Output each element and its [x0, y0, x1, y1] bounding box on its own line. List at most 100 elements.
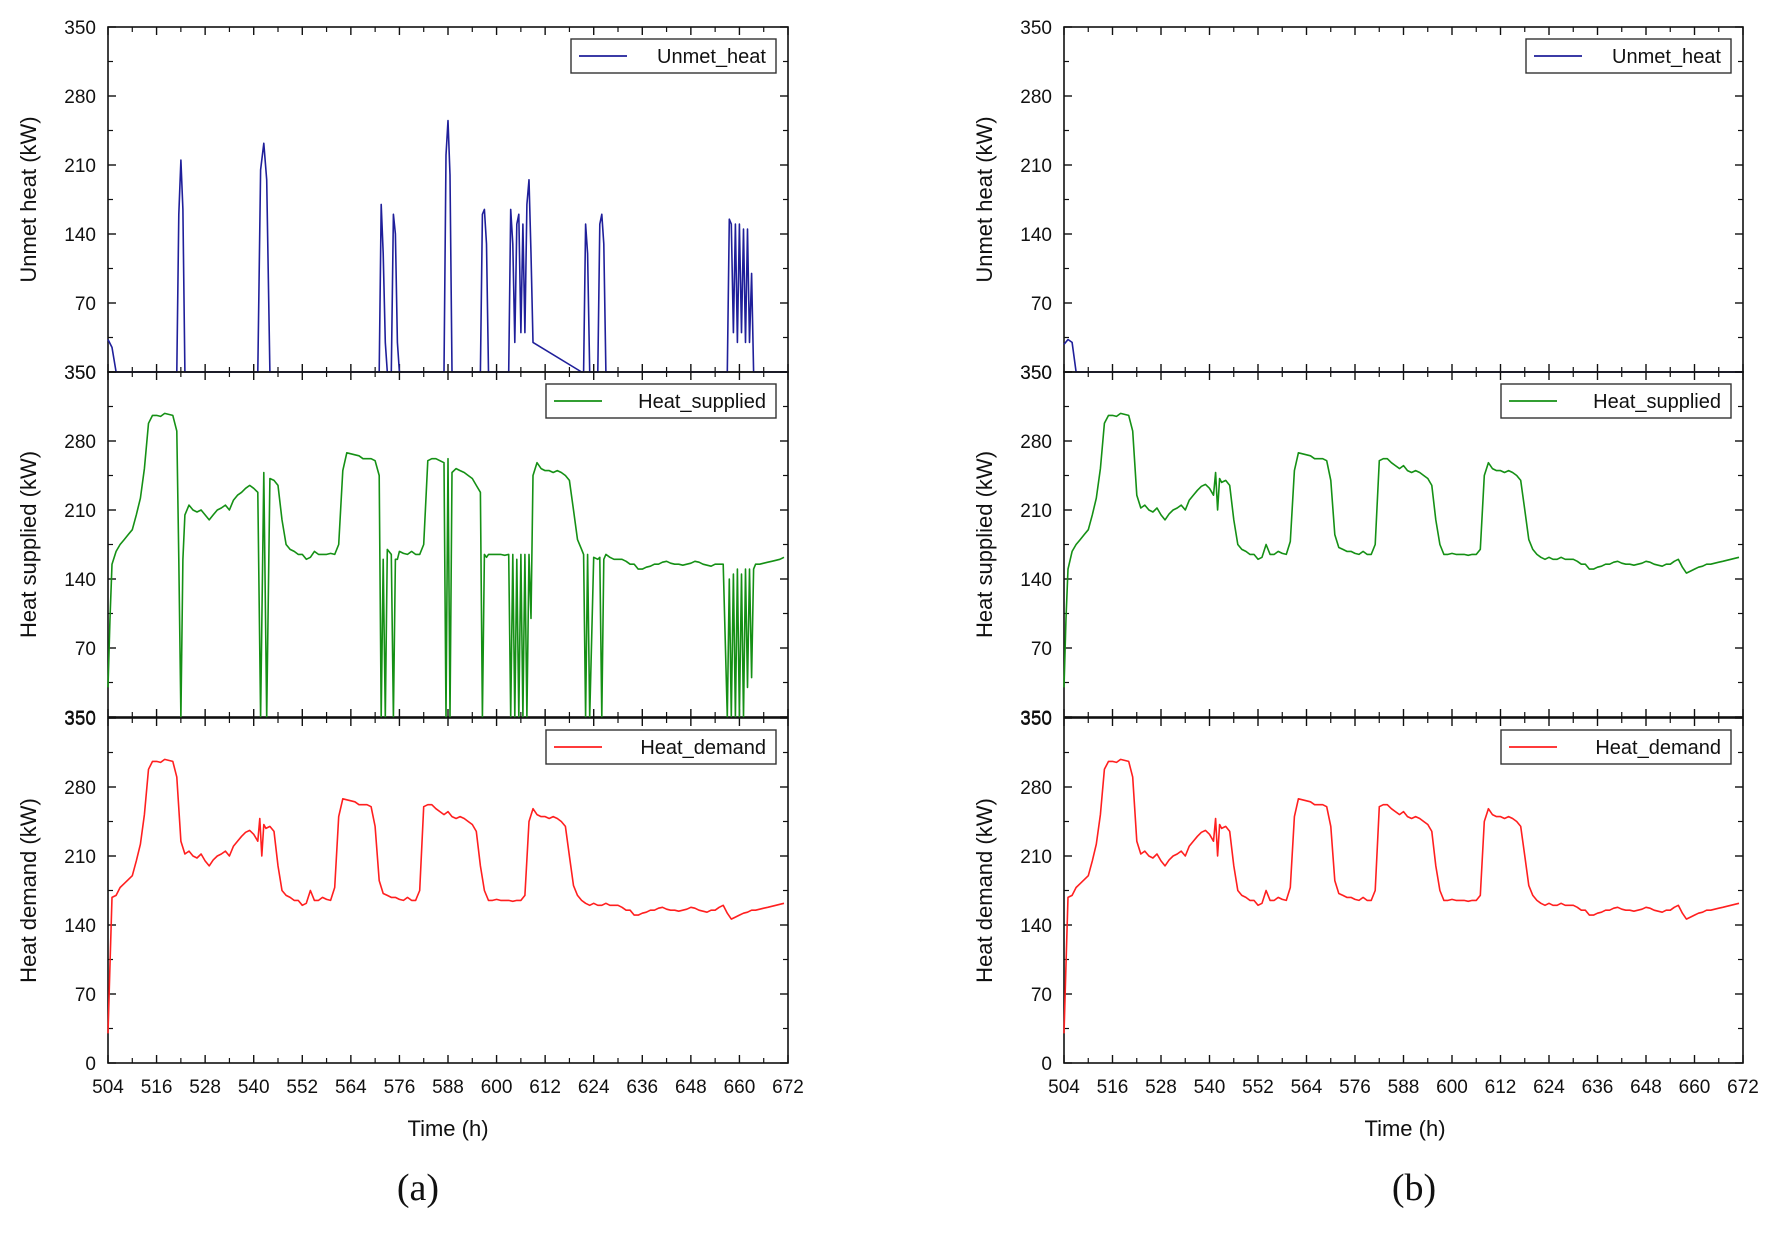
panel-demand: 0 70 140 210 280 350 Heat demand (kW) Heat_dema… — [16, 709, 789, 1075]
y-tick-label: 350 — [1020, 363, 1052, 384]
y-tick-label: 0 — [1041, 1054, 1052, 1075]
x-tick-label: 528 — [1145, 1077, 1177, 1098]
series-line-supplied — [1063, 412, 1740, 688]
y-axis-title: Unmet heat (kW) — [972, 116, 997, 282]
y-axis-title: Heat supplied (kW) — [16, 451, 41, 638]
series-line-unmet — [107, 119, 788, 373]
x-tick-label: 588 — [1388, 1077, 1420, 1098]
y-tick-label: 210 — [64, 501, 96, 522]
y-tick-label: 70 — [75, 639, 96, 660]
chart-a: 350 70 140 210 280 350 Unmet heat (kW) Unmet_he… — [16, 18, 804, 1209]
x-tick-label: 672 — [1727, 1077, 1759, 1098]
y-tick-label: 210 — [1020, 156, 1052, 177]
y-tick-label: 70 — [1031, 639, 1052, 660]
x-tick-label: 564 — [335, 1077, 367, 1098]
series-line-demand — [107, 758, 785, 1034]
x-tick-label: 660 — [1679, 1077, 1711, 1098]
x-tick-label: 576 — [1339, 1077, 1371, 1098]
panel-supplied: 350 70 140 210 280 350 Heat supplied (kW) Heat_… — [972, 363, 1744, 729]
y-tick-label: 0 — [85, 1054, 96, 1075]
y-tick-label: 70 — [1031, 294, 1052, 315]
x-tick-label: 612 — [529, 1077, 561, 1098]
y-tick-label: 280 — [64, 87, 96, 108]
legend-label: Heat_supplied — [1593, 391, 1721, 413]
y-tick-label: 210 — [1020, 501, 1052, 522]
y-tick-label: 70 — [1031, 985, 1052, 1006]
legend: Heat_demand — [545, 729, 777, 765]
y-axis-title: Unmet heat (kW) — [16, 116, 41, 282]
y-tick-label: 350 — [64, 18, 96, 39]
legend-label: Heat_supplied — [638, 391, 766, 413]
x-tick-label: 564 — [1291, 1077, 1323, 1098]
x-tick-label: 552 — [1242, 1077, 1274, 1098]
legend: Heat_demand — [1500, 729, 1732, 765]
series-line-supplied — [107, 412, 785, 718]
x-tick-label: 612 — [1485, 1077, 1517, 1098]
y-tick-label: 280 — [64, 432, 96, 453]
legend: Heat_supplied — [545, 383, 777, 419]
y-tick-label: 70 — [75, 294, 96, 315]
x-tick-label: 540 — [238, 1077, 270, 1098]
y-tick-label: 280 — [1020, 432, 1052, 453]
y-tick-label: 350 — [64, 363, 96, 384]
plot-frame — [107, 26, 789, 373]
y-tick-label: 350 — [1020, 709, 1052, 730]
y-tick-label: 280 — [1020, 778, 1052, 799]
figure-caption: (b) — [1392, 1167, 1436, 1209]
legend-label: Unmet_heat — [1612, 46, 1721, 68]
y-tick-label: 210 — [64, 156, 96, 177]
x-axis-title: Time (h) — [407, 1116, 488, 1141]
legend: Unmet_heat — [570, 38, 777, 74]
y-tick-label: 350 — [1020, 18, 1052, 39]
plot-frame — [1063, 26, 1744, 373]
x-tick-label: 672 — [772, 1077, 804, 1098]
x-tick-label: 660 — [724, 1077, 756, 1098]
y-axis-title: Heat supplied (kW) — [972, 451, 997, 638]
series-line-demand — [1063, 758, 1740, 1034]
y-tick-label: 210 — [1020, 847, 1052, 868]
y-tick-label: 140 — [64, 225, 96, 246]
y-tick-label: 280 — [64, 778, 96, 799]
y-tick-label: 210 — [64, 847, 96, 868]
y-axis-title: Heat demand (kW) — [972, 798, 997, 983]
y-tick-label: 350 — [1020, 363, 1052, 384]
x-tick-label: 504 — [1048, 1077, 1080, 1098]
x-tick-label: 552 — [286, 1077, 318, 1098]
legend-label: Heat_demand — [640, 737, 766, 759]
y-tick-label: 350 — [64, 709, 96, 730]
x-tick-label: 588 — [432, 1077, 464, 1098]
y-tick-label: 280 — [1020, 87, 1052, 108]
x-axis-title: Time (h) — [1364, 1116, 1445, 1141]
panel-unmet: 350 70 140 210 280 350 Unmet heat (kW) Unmet_he… — [972, 18, 1744, 384]
x-tick-label: 516 — [1097, 1077, 1129, 1098]
legend: Heat_supplied — [1500, 383, 1732, 419]
y-tick-label: 140 — [1020, 570, 1052, 591]
y-tick-label: 140 — [1020, 225, 1052, 246]
x-tick-label: 528 — [189, 1077, 221, 1098]
x-tick-label: 600 — [481, 1077, 513, 1098]
chart-b: 350 70 140 210 280 350 Unmet heat (kW) Unmet_he… — [972, 18, 1759, 1209]
x-tick-label: 576 — [384, 1077, 416, 1098]
x-tick-label: 636 — [1582, 1077, 1614, 1098]
x-tick-label: 600 — [1436, 1077, 1468, 1098]
x-tick-label: 648 — [1630, 1077, 1662, 1098]
plot-frame — [1063, 717, 1744, 1064]
panel-supplied: 350 70 140 210 280 350 Heat supplied (kW) Heat_… — [16, 363, 789, 729]
x-tick-label: 504 — [92, 1077, 124, 1098]
y-tick-label: 350 — [64, 363, 96, 384]
figure-caption: (a) — [397, 1167, 439, 1209]
y-tick-label: 140 — [64, 916, 96, 937]
legend: Unmet_heat — [1525, 38, 1732, 74]
x-tick-label: 636 — [626, 1077, 658, 1098]
plot-frame — [1063, 371, 1744, 718]
plot-frame — [107, 717, 789, 1064]
x-tick-label: 540 — [1194, 1077, 1226, 1098]
panel-demand: 0 70 140 210 280 350 Heat demand (kW) Heat_dema… — [972, 709, 1744, 1075]
x-tick-label: 624 — [1533, 1077, 1565, 1098]
x-tick-label: 648 — [675, 1077, 707, 1098]
y-axis-title: Heat demand (kW) — [16, 798, 41, 983]
y-tick-label: 70 — [75, 985, 96, 1006]
legend-label: Unmet_heat — [657, 46, 766, 68]
y-tick-label: 350 — [1020, 708, 1052, 729]
